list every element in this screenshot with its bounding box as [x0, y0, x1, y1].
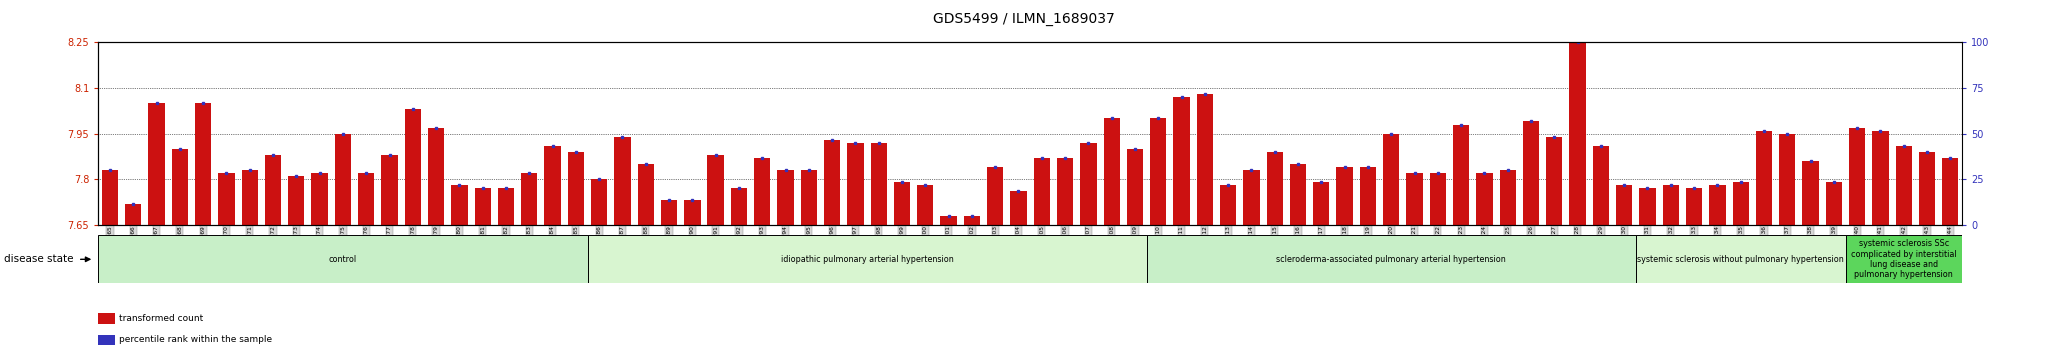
Bar	[98, 235, 588, 283]
Text: control: control	[330, 255, 356, 264]
Bar	[801, 170, 817, 225]
Bar	[1430, 173, 1446, 225]
Bar	[1147, 235, 1636, 283]
Text: transformed count: transformed count	[119, 314, 203, 323]
Bar	[428, 127, 444, 225]
Bar	[1686, 188, 1702, 225]
Bar	[1104, 119, 1120, 225]
Bar	[707, 155, 723, 225]
Bar	[1452, 125, 1468, 225]
Bar	[940, 216, 956, 225]
Bar	[334, 133, 350, 225]
Text: scleroderma-associated pulmonary arterial hypertension: scleroderma-associated pulmonary arteria…	[1276, 255, 1505, 264]
Bar	[1313, 182, 1329, 225]
Bar	[1896, 146, 1913, 225]
Bar	[588, 235, 1147, 283]
Bar	[1034, 158, 1051, 225]
Bar	[1636, 235, 1845, 283]
Bar	[1780, 133, 1796, 225]
Bar	[754, 158, 770, 225]
Bar	[1942, 158, 1958, 225]
Bar	[1057, 158, 1073, 225]
Bar	[965, 216, 981, 225]
Bar	[1407, 173, 1423, 225]
Bar	[311, 173, 328, 225]
Bar	[125, 204, 141, 225]
Text: systemic sclerosis SSc
complicated by interstitial
lung disease and
pulmonary hy: systemic sclerosis SSc complicated by in…	[1851, 239, 1956, 279]
Bar	[1499, 170, 1516, 225]
Bar	[219, 173, 236, 225]
Bar	[1802, 161, 1819, 225]
Bar	[498, 188, 514, 225]
Bar	[893, 182, 909, 225]
Bar	[264, 155, 281, 225]
Bar	[1337, 167, 1354, 225]
Bar	[567, 152, 584, 225]
Bar	[102, 170, 119, 225]
Bar	[406, 109, 422, 225]
Bar	[1845, 235, 1962, 283]
Bar	[1243, 170, 1260, 225]
Bar	[520, 173, 537, 225]
Bar	[1010, 192, 1026, 225]
Bar	[1546, 137, 1563, 225]
Bar	[592, 179, 608, 225]
Bar	[637, 164, 653, 225]
Bar	[823, 140, 840, 225]
Bar	[381, 155, 397, 225]
Bar	[1221, 185, 1237, 225]
Bar	[1079, 143, 1096, 225]
Bar	[1360, 167, 1376, 225]
Bar	[1569, 42, 1585, 225]
Bar	[614, 137, 631, 225]
Bar	[1382, 133, 1399, 225]
Bar	[987, 167, 1004, 225]
Bar	[545, 146, 561, 225]
Bar	[289, 176, 305, 225]
Bar	[1174, 97, 1190, 225]
Bar	[662, 200, 678, 225]
Bar	[1872, 131, 1888, 225]
Bar	[778, 170, 795, 225]
Bar	[1290, 164, 1307, 225]
Bar	[1477, 173, 1493, 225]
Bar	[1593, 146, 1610, 225]
Text: disease state: disease state	[4, 254, 74, 264]
Bar	[1919, 152, 1935, 225]
Bar	[172, 149, 188, 225]
Bar	[1266, 152, 1282, 225]
Bar	[195, 103, 211, 225]
Bar	[731, 188, 748, 225]
Text: idiopathic pulmonary arterial hypertension: idiopathic pulmonary arterial hypertensi…	[780, 255, 954, 264]
Bar	[848, 143, 864, 225]
Bar	[1710, 185, 1726, 225]
Bar	[242, 170, 258, 225]
Bar	[684, 200, 700, 225]
Bar	[1663, 185, 1679, 225]
Bar	[1151, 119, 1167, 225]
Bar	[1616, 185, 1632, 225]
Bar	[1126, 149, 1143, 225]
Bar	[1524, 121, 1540, 225]
Text: percentile rank within the sample: percentile rank within the sample	[119, 335, 272, 344]
Bar	[1733, 182, 1749, 225]
Bar	[1825, 182, 1841, 225]
Bar	[451, 185, 467, 225]
Text: GDS5499 / ILMN_1689037: GDS5499 / ILMN_1689037	[934, 12, 1114, 27]
Bar	[1755, 131, 1772, 225]
Bar	[1196, 94, 1212, 225]
Bar	[475, 188, 492, 225]
Bar	[1849, 127, 1866, 225]
Bar	[1638, 188, 1655, 225]
Bar	[358, 173, 375, 225]
Text: systemic sclerosis without pulmonary hypertension: systemic sclerosis without pulmonary hyp…	[1636, 255, 1843, 264]
Bar	[147, 103, 164, 225]
Bar	[870, 143, 887, 225]
Bar	[918, 185, 934, 225]
